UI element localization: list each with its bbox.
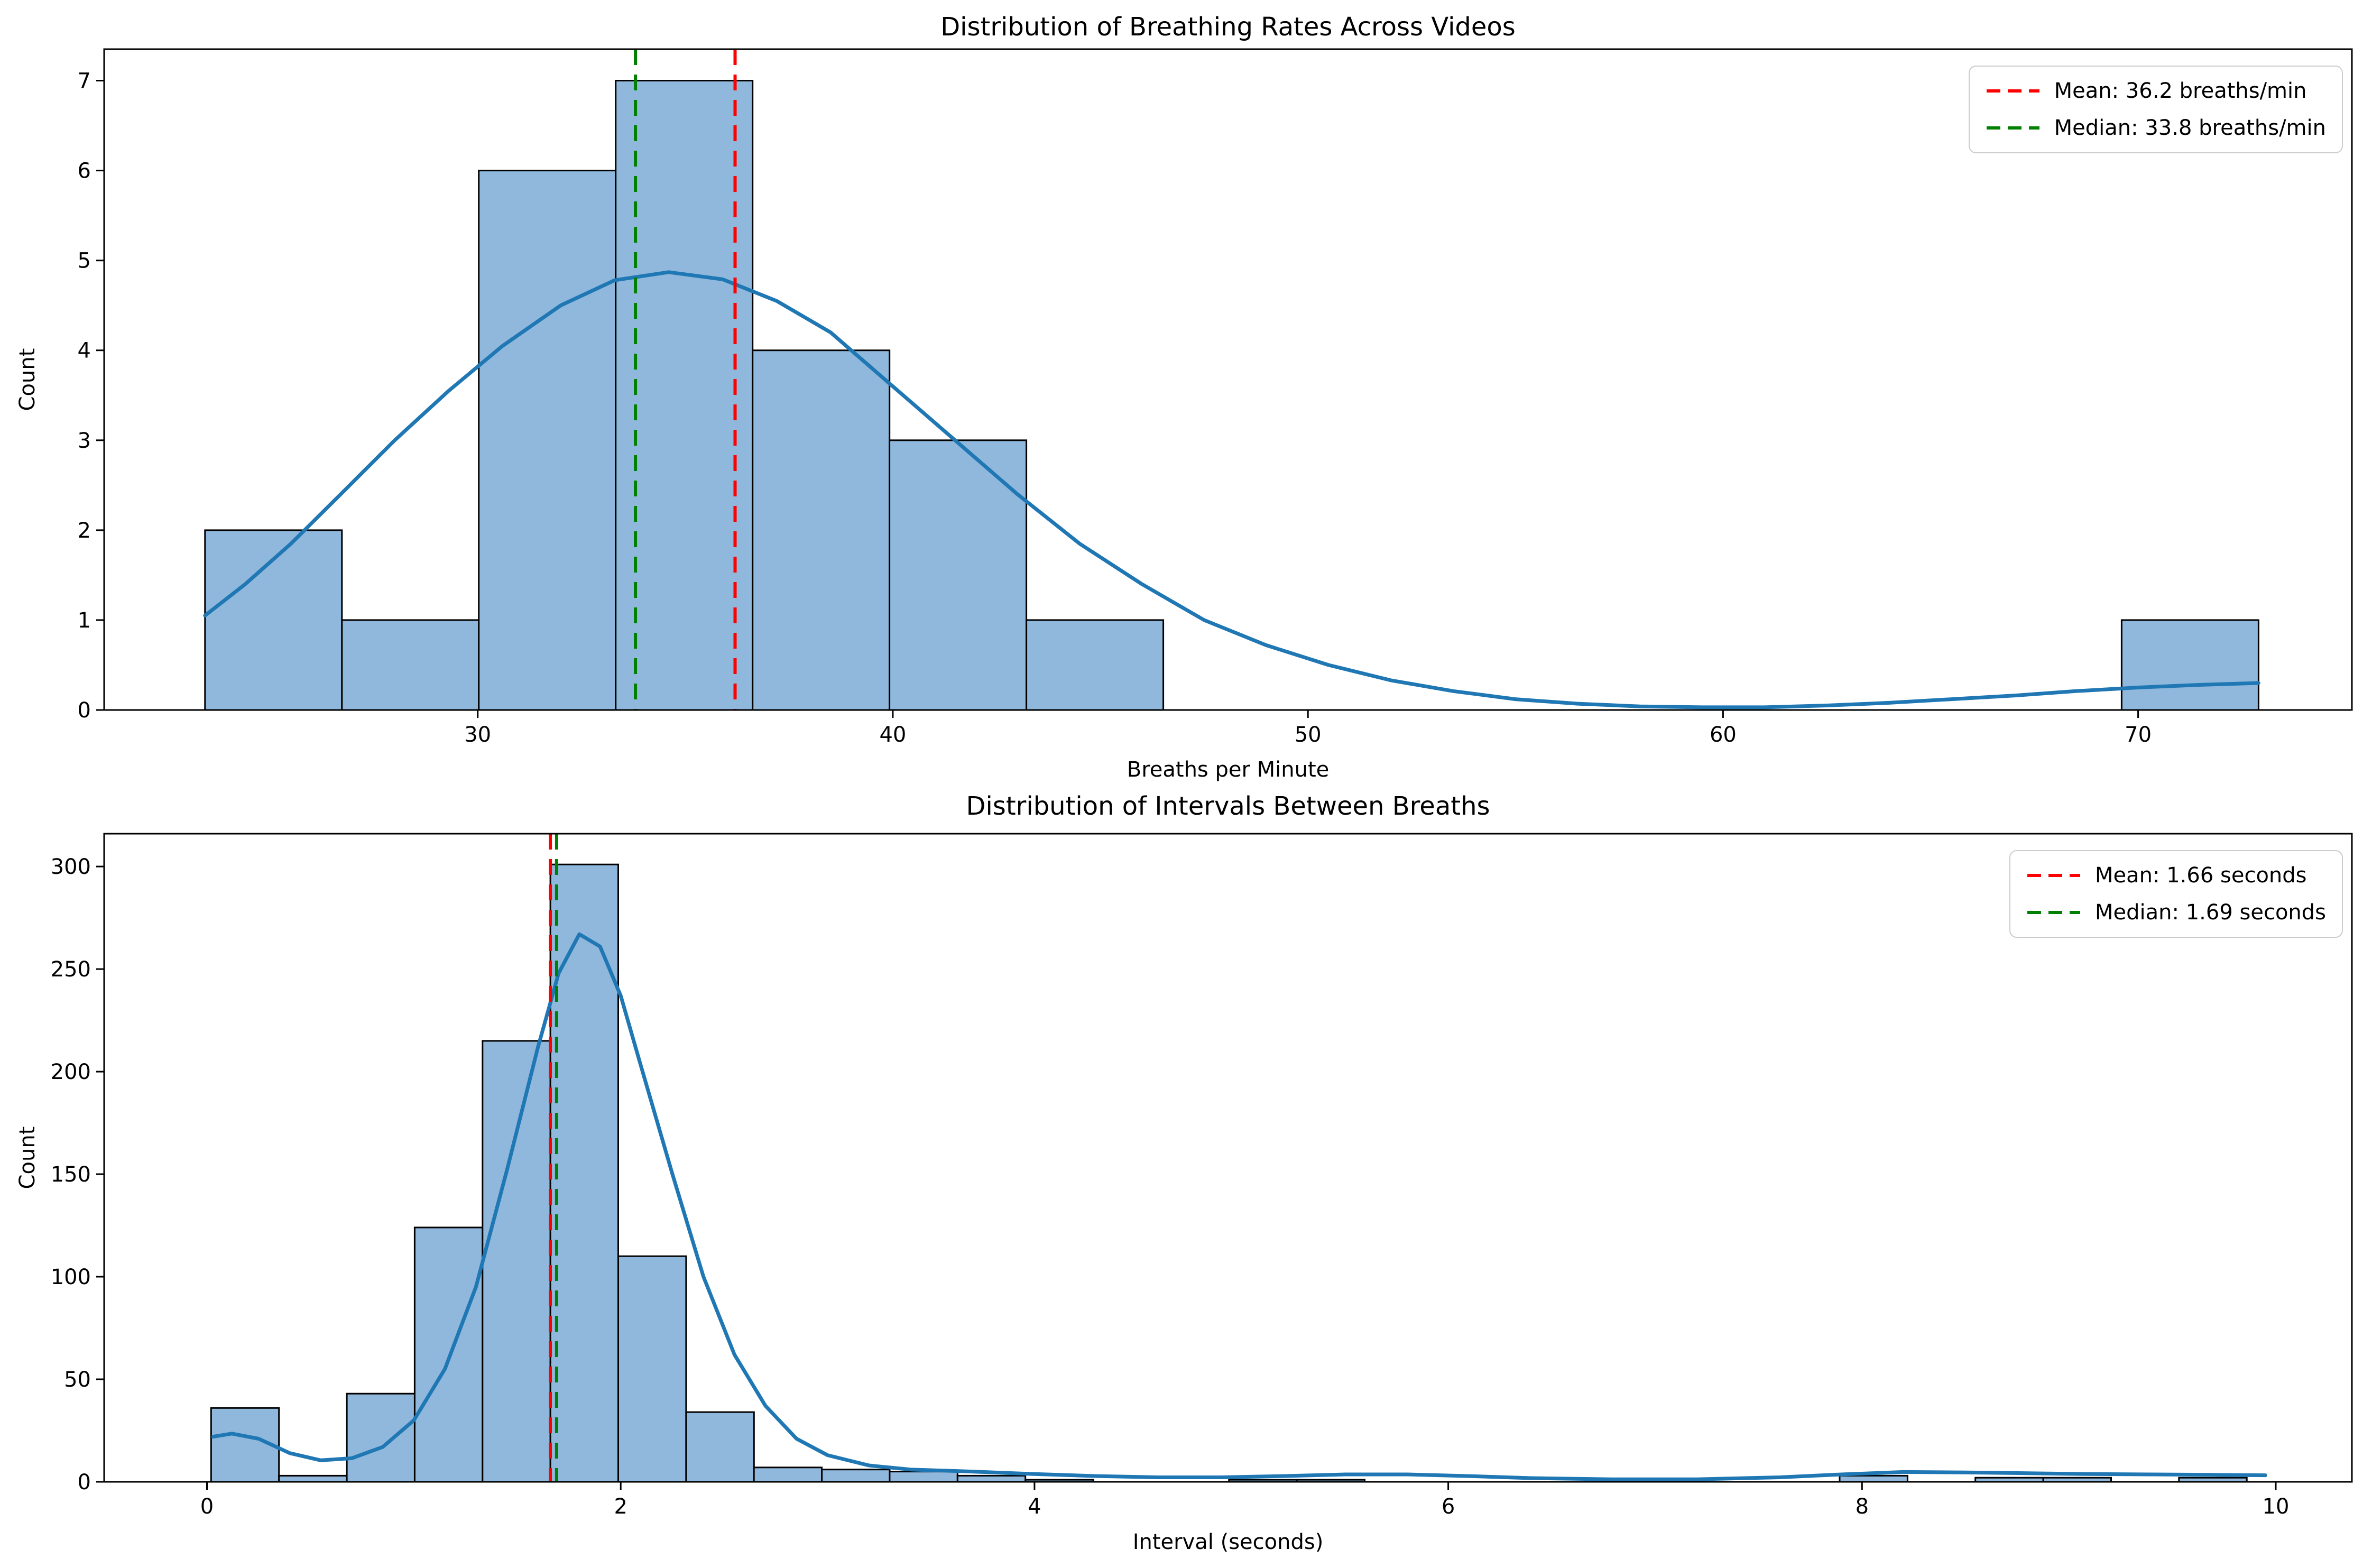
bottom-x-axis-label: Interval (seconds) — [1132, 1530, 1324, 1554]
y-tick-label: 0 — [78, 698, 91, 723]
histogram-bar — [278, 1474, 348, 1483]
y-tick-label: 200 — [51, 1060, 91, 1084]
histogram-bar — [889, 1471, 958, 1483]
legend-item-mean: Mean: 36.2 breaths/min — [1986, 78, 2326, 104]
histogram-bar — [685, 1411, 755, 1483]
histogram-bar — [482, 1040, 551, 1483]
kde-curve — [211, 932, 2267, 1481]
legend-item-median: Median: 33.8 breaths/min — [1986, 115, 2326, 141]
x-tick-label: 0 — [200, 1495, 214, 1519]
top-chart-title: Distribution of Breathing Rates Across V… — [940, 12, 1516, 42]
x-tick-label: 30 — [464, 723, 491, 747]
histogram-bar — [956, 1474, 1027, 1483]
median-dashed-line-icon — [2027, 911, 2081, 914]
x-tick-label: 4 — [1028, 1495, 1041, 1519]
y-tick-label: 0 — [78, 1470, 91, 1495]
median-dashed-line-icon — [1986, 126, 2039, 130]
legend-label-median: Median: 33.8 breaths/min — [2054, 116, 2326, 140]
y-tick-label: 7 — [78, 69, 91, 94]
y-tick-label: 1 — [78, 608, 91, 633]
y-tick-label: 3 — [78, 429, 91, 453]
histogram-bar — [821, 1469, 891, 1483]
y-tick-label: 250 — [51, 957, 91, 982]
x-tick-label: 2 — [614, 1495, 627, 1519]
y-tick-label: 50 — [64, 1368, 91, 1392]
y-tick-label: 4 — [78, 339, 91, 363]
x-tick-label: 60 — [1710, 723, 1737, 747]
legend-item-mean: Mean: 1.66 seconds — [2026, 863, 2326, 888]
x-tick-label: 6 — [1442, 1495, 1455, 1519]
bottom-chart-title: Distribution of Intervals Between Breath… — [966, 791, 1490, 821]
y-tick-label: 150 — [51, 1163, 91, 1187]
histogram-bar — [2120, 619, 2259, 711]
histogram-bar — [615, 80, 754, 711]
y-tick-label: 6 — [78, 159, 91, 183]
x-tick-label: 40 — [879, 723, 906, 747]
top-x-axis-label: Breaths per Minute — [1127, 758, 1330, 782]
histogram-bar — [1026, 619, 1165, 711]
histogram-bar — [617, 1255, 687, 1483]
histogram-bar — [549, 863, 619, 1483]
histogram-bar — [889, 439, 1028, 711]
histogram-bar — [478, 170, 617, 711]
mean-dashed-line-icon — [1986, 89, 2039, 93]
x-tick-label: 50 — [1295, 723, 1322, 747]
legend-item-median: Median: 1.69 seconds — [2026, 900, 2326, 925]
histogram-bar — [341, 619, 480, 711]
top-chart-plot: 30 40 50 60 70 0 1 2 3 4 5 6 7 — [78, 48, 2353, 747]
x-tick-label: 8 — [1856, 1495, 1869, 1519]
y-tick-label: 300 — [51, 855, 91, 879]
legend-label-median: Median: 1.69 seconds — [2095, 900, 2326, 925]
x-tick-label: 70 — [2125, 723, 2152, 747]
bottom-chart-legend: Mean: 1.66 seconds Median: 1.69 seconds — [2009, 850, 2343, 938]
kde-curve — [203, 270, 2260, 709]
histogram-bar — [210, 1407, 280, 1483]
y-tick-label: 100 — [51, 1265, 91, 1289]
histogram-bar — [753, 1466, 823, 1483]
x-tick-label: 10 — [2263, 1495, 2290, 1519]
histogram-bar — [752, 349, 891, 711]
legend-label-mean: Mean: 36.2 breaths/min — [2054, 79, 2307, 103]
bottom-y-axis-label: Count — [15, 1126, 40, 1189]
top-y-axis-label: Count — [15, 348, 40, 411]
top-chart-legend: Mean: 36.2 breaths/min Median: 33.8 brea… — [1968, 66, 2343, 153]
y-tick-label: 5 — [78, 249, 91, 273]
mean-dashed-line-icon — [2027, 874, 2081, 877]
axes-spines — [103, 48, 2353, 711]
y-tick-label: 2 — [78, 519, 91, 543]
legend-label-mean: Mean: 1.66 seconds — [2095, 863, 2307, 888]
histogram-bar — [1839, 1474, 1908, 1483]
histogram-bar — [346, 1392, 416, 1483]
axes-spines — [103, 833, 2353, 1483]
